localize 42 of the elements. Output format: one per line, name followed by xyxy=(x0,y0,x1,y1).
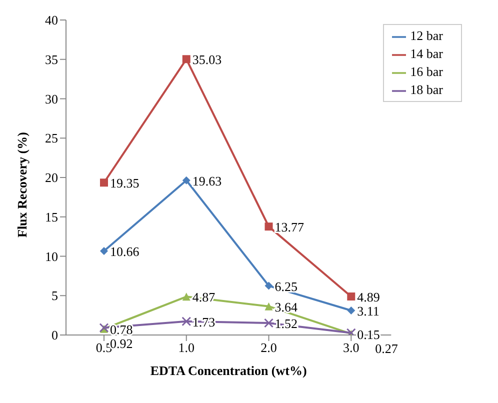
point xyxy=(182,176,190,184)
y-tick-label: 40 xyxy=(45,12,58,28)
y-axis-title: Flux Recovery (%) xyxy=(14,132,30,238)
data-label: 19.63 xyxy=(192,173,222,188)
x-tick-label: 2.0 xyxy=(260,340,277,356)
data-label: 6.25 xyxy=(274,278,298,294)
legend-label: 18 bar xyxy=(410,82,443,97)
point xyxy=(347,292,356,300)
y-tick-label: 20 xyxy=(45,170,58,186)
data-label: 10.66 xyxy=(110,244,140,260)
data-label: 0.27 xyxy=(375,340,398,356)
point xyxy=(100,247,108,256)
y-tick-label: 15 xyxy=(45,209,58,224)
point xyxy=(264,282,273,290)
data-label: 35.03 xyxy=(192,52,222,68)
y-tick-label: 25 xyxy=(45,130,58,146)
data-label: 3.64 xyxy=(274,299,298,314)
y-tick-label: 5 xyxy=(52,288,58,304)
data-label: 0.92 xyxy=(110,336,133,351)
legend-label: 14 bar xyxy=(410,46,443,61)
point xyxy=(264,302,273,310)
data-label: 0.15 xyxy=(357,326,380,342)
x-axis-title: EDTA Concentration (wt%) xyxy=(150,363,307,378)
data-label: 13.77 xyxy=(274,220,305,235)
point xyxy=(347,306,356,315)
data-label: 3.11 xyxy=(357,304,380,319)
y-tick-label: 0 xyxy=(52,328,58,343)
legend-label: 12 bar xyxy=(410,28,443,43)
y-tick-label: 10 xyxy=(45,248,58,264)
point xyxy=(264,222,273,231)
point xyxy=(182,55,190,64)
point xyxy=(100,178,108,187)
point xyxy=(264,318,274,328)
point xyxy=(182,292,190,301)
x-tick-label: 3.0 xyxy=(343,340,360,356)
y-tick-label: 35 xyxy=(45,52,58,67)
point xyxy=(182,316,192,326)
legend-label: 16 bar xyxy=(410,64,443,79)
y-tick-label: 30 xyxy=(45,91,58,106)
data-label: 4.89 xyxy=(357,289,380,304)
data-label: 19.35 xyxy=(110,176,140,191)
x-tick-label: 1.0 xyxy=(178,340,195,356)
